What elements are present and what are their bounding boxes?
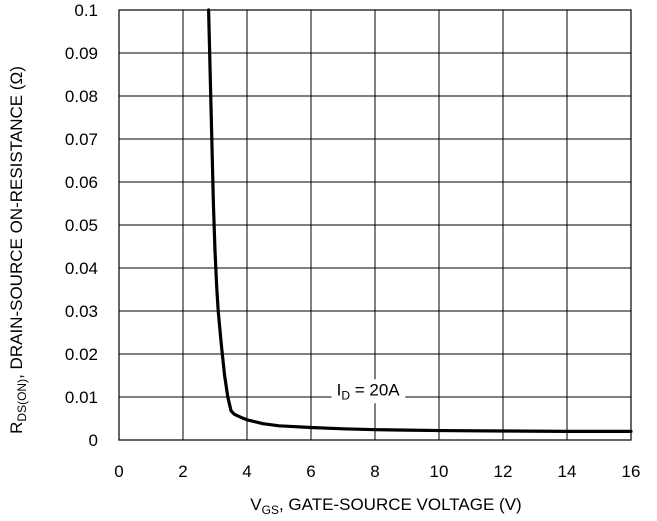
y-tick-label: 0.05: [65, 216, 98, 235]
x-tick-label: 0: [114, 462, 123, 481]
y-tick-label: 0.08: [65, 87, 98, 106]
x-tick-label: 16: [622, 462, 641, 481]
y-tick-label: 0.03: [65, 302, 98, 321]
y-axis-title-main: R: [7, 422, 26, 434]
x-axis-title-sub: GS: [262, 503, 279, 517]
y-tick-label: 0.04: [65, 259, 98, 278]
x-tick-label: 8: [370, 462, 379, 481]
x-tick-label: 6: [306, 462, 315, 481]
x-tick-label: 10: [430, 462, 449, 481]
x-tick-label: 4: [242, 462, 251, 481]
y-axis-title-rest: , DRAIN-SOURCE ON-RESISTANCE (Ω): [7, 66, 26, 379]
y-tick-label: 0.06: [65, 173, 98, 192]
y-tick-label: 0: [89, 431, 98, 450]
y-tick-label: 0.01: [65, 388, 98, 407]
x-axis-title-rest: , GATE-SOURCE VOLTAGE (V): [279, 495, 522, 514]
x-tick-labels: 0 2 4 6 8 10 12 14 16: [114, 462, 640, 481]
x-axis-title-main: V: [250, 495, 262, 514]
y-tick-label: 0.02: [65, 345, 98, 364]
annotation-rest: = 20A: [350, 380, 400, 399]
annotation-sub: D: [341, 388, 350, 402]
y-tick-label: 0.09: [65, 44, 98, 63]
x-tick-label: 12: [494, 462, 513, 481]
x-axis-title: VGS, GATE-SOURCE VOLTAGE (V): [250, 495, 521, 517]
y-tick-label: 0.07: [65, 130, 98, 149]
y-axis-title: RDS(ON), DRAIN-SOURCE ON-RESISTANCE (Ω): [7, 66, 29, 434]
y-tick-labels: 0 0.01 0.02 0.03 0.04 0.05 0.06 0.07 0.08 0.09 0.1: [65, 1, 98, 450]
y-axis-title-sub: DS(ON): [15, 379, 29, 422]
x-tick-label: 2: [178, 462, 187, 481]
x-tick-label: 14: [558, 462, 577, 481]
y-tick-label: 0.1: [74, 1, 98, 20]
